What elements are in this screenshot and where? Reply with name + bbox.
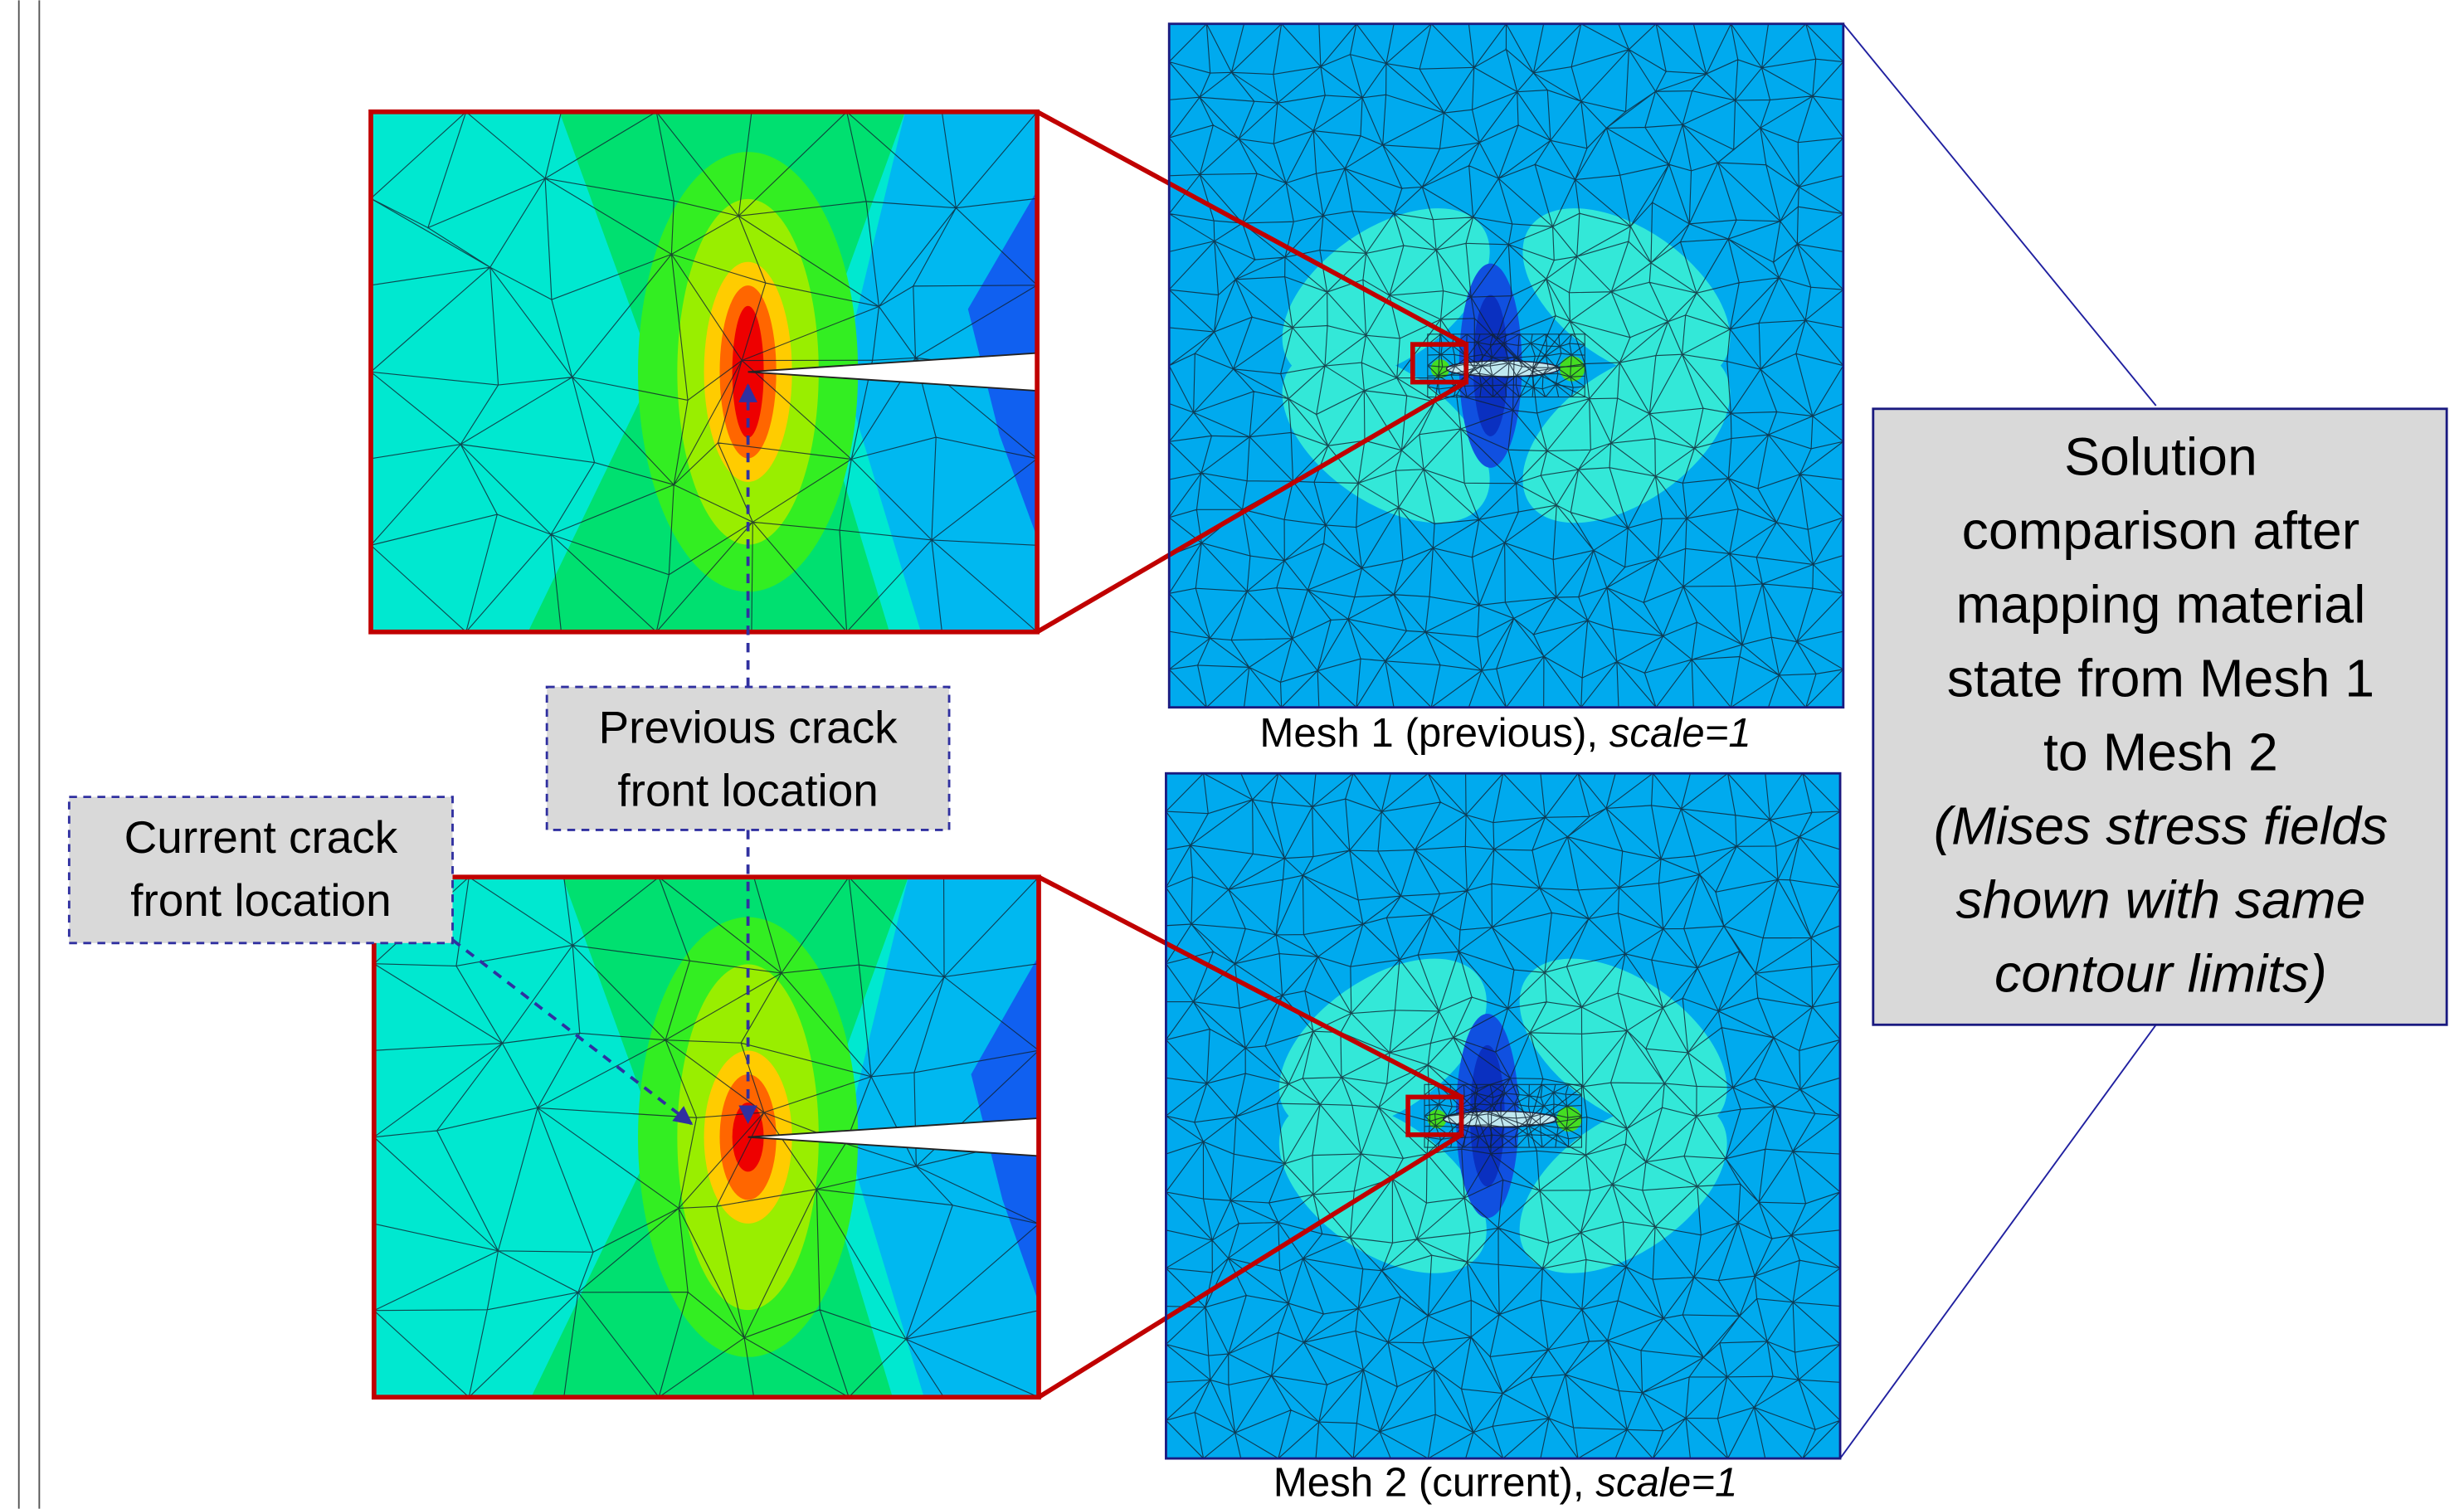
mesh-panel bbox=[1169, 24, 1843, 708]
figure: Previous crack front location Current cr… bbox=[0, 0, 2464, 1509]
summary-italic-line: shown with same bbox=[1955, 869, 2365, 929]
summary-italic-line: (Mises stress fields bbox=[1934, 796, 2388, 855]
summary-line: Solution bbox=[2064, 426, 2257, 486]
zoom-panel bbox=[371, 112, 1037, 632]
mesh-caption: Mesh 2 (current), scale=1 bbox=[1273, 1459, 1738, 1505]
connector bbox=[1840, 1025, 2156, 1458]
callout-text: front location bbox=[130, 874, 391, 926]
callout-text: Current crack bbox=[124, 811, 398, 863]
summary-line: mapping material bbox=[1955, 574, 2365, 634]
callout-text: Previous crack bbox=[599, 702, 898, 753]
connector bbox=[1843, 24, 2156, 406]
caption-label: Mesh 1 (previous), bbox=[1259, 710, 1598, 756]
summary-line: comparison after bbox=[1962, 500, 2360, 560]
caption-scale: scale=1 bbox=[1595, 1459, 1737, 1505]
caption-label: Mesh 2 (current), bbox=[1273, 1459, 1585, 1505]
summary-italic-line: contour limits) bbox=[1994, 943, 2327, 1003]
caption-scale: scale=1 bbox=[1609, 710, 1751, 756]
mesh-panel bbox=[1166, 773, 1840, 1458]
callout-text: front location bbox=[617, 764, 878, 815]
summary-line: state from Mesh 1 bbox=[1947, 648, 2374, 708]
summary-line: to Mesh 2 bbox=[2043, 722, 2278, 781]
mesh-caption: Mesh 1 (previous), scale=1 bbox=[1259, 710, 1751, 756]
